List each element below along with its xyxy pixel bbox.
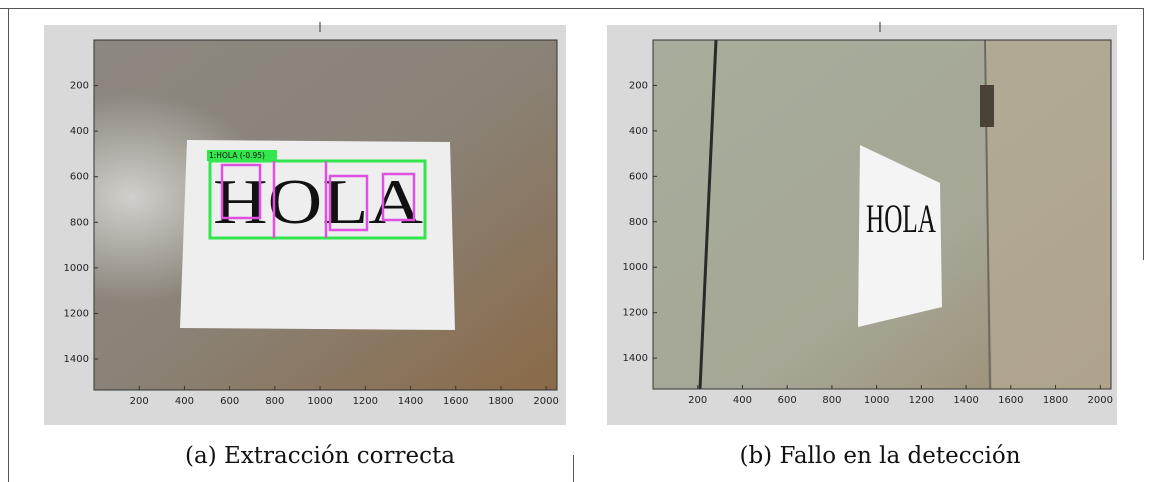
y-tick-label: 600 [70, 172, 89, 183]
y-tick-label: 400 [629, 126, 648, 137]
x-tick-label: 1200 [909, 395, 934, 406]
axes-box [652, 39, 1112, 390]
x-tick-label: 800 [265, 396, 284, 407]
y-tick-label: 1000 [623, 262, 648, 273]
caption: (a) Extracción correcta [185, 443, 455, 469]
label-box [207, 150, 277, 161]
x-tick-label: 400 [175, 396, 194, 407]
x-tick-label: 600 [778, 395, 797, 406]
y-tick-label: 1000 [64, 263, 89, 274]
x-tick-label: 1600 [443, 396, 468, 407]
y-tick-label: 1400 [623, 353, 648, 364]
x-tick-label: 1600 [998, 395, 1023, 406]
x-tick-label: 800 [822, 395, 841, 406]
panel: HOLA 1:HOLA (-0.95) (a) Extracción corre… [44, 22, 566, 469]
x-tick-label: 200 [130, 396, 149, 407]
sign-text: HOLA [213, 166, 423, 237]
x-tick-label: 200 [688, 395, 707, 406]
y-tick-label: 1400 [64, 354, 89, 365]
detection-label: 1:HOLA (-0.95) [209, 151, 265, 160]
char-boxes [220, 161, 416, 238]
y-tick-label: 1200 [64, 308, 89, 319]
x-tick-label: 1800 [1043, 395, 1068, 406]
sign-text: HOLA [866, 196, 936, 241]
hinge [980, 85, 994, 127]
x-tick-label: 1000 [864, 395, 889, 406]
y-tick-label: 800 [629, 217, 648, 228]
y-tick-label: 1200 [623, 308, 648, 319]
x-tick-label: 1400 [398, 396, 423, 407]
x-tick-label: 1000 [307, 396, 332, 407]
x-tick-label: 1200 [353, 396, 378, 407]
y-tick-label: 600 [629, 171, 648, 182]
y-tick-label: 800 [70, 217, 89, 228]
x-tick-label: 400 [733, 395, 752, 406]
axes-box [93, 39, 558, 391]
caption: (b) Fallo en la detección [739, 443, 1020, 469]
x-tick-label: 2000 [533, 396, 558, 407]
x-tick-label: 2000 [1088, 395, 1113, 406]
paper-sheet [858, 145, 942, 327]
paper-sheet [180, 140, 455, 330]
y-tick-label: 200 [70, 81, 89, 92]
panel: HOLA (b) Fallo en la detección 200 400 600… [607, 22, 1117, 469]
y-tick-label: 200 [629, 80, 648, 91]
frame [0, 8, 1144, 482]
word-box [208, 159, 427, 240]
y-tick-label: 400 [70, 126, 89, 137]
pole [698, 39, 718, 390]
x-tick-label: 600 [220, 396, 239, 407]
x-tick-label: 1400 [953, 395, 978, 406]
x-tick-label: 1800 [488, 396, 513, 407]
door [985, 40, 1111, 389]
